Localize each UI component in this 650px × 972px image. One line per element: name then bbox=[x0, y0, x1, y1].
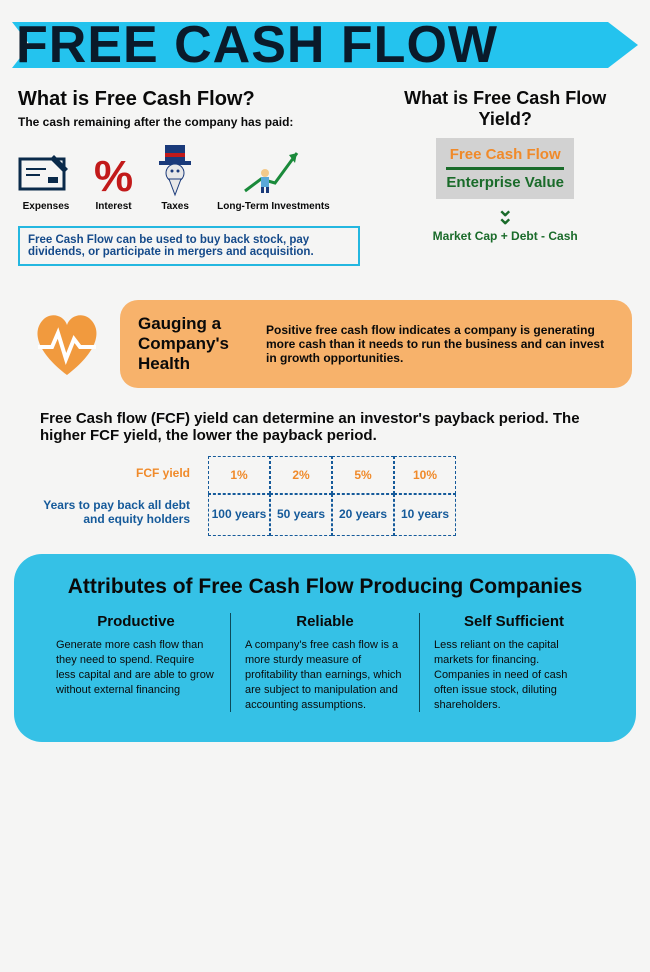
cell-yield: 1% bbox=[208, 456, 270, 494]
section-attributes: Attributes of Free Cash Flow Producing C… bbox=[14, 554, 636, 742]
section-payback: Free Cash flow (FCF) yield can determine… bbox=[40, 410, 620, 536]
attributes-heading: Attributes of Free Cash Flow Producing C… bbox=[42, 574, 608, 599]
fraction-line bbox=[446, 167, 564, 170]
percent-icon: % bbox=[94, 157, 133, 197]
cell-years: 50 years bbox=[270, 494, 332, 536]
col-heading: Reliable bbox=[245, 613, 405, 630]
check-icon bbox=[18, 151, 74, 197]
payback-table: FCF yield Years to pay back all debt and… bbox=[40, 456, 620, 536]
growth-icon bbox=[241, 143, 305, 197]
col-self-sufficient: Self Sufficient Less reliant on the capi… bbox=[419, 613, 608, 712]
enterprise-value-formula: Market Cap + Debt - Cash bbox=[378, 229, 632, 243]
title-banner: FREE CASH FLOW bbox=[12, 18, 638, 72]
cell-years: 10 years bbox=[394, 494, 456, 536]
table-grid: 1% 2% 5% 10% 100 years 50 years 20 years… bbox=[208, 456, 456, 536]
subheading: The cash remaining after the company has… bbox=[18, 115, 360, 129]
uncle-sam-icon bbox=[153, 143, 197, 197]
heading-yield: What is Free Cash Flow Yield? bbox=[378, 88, 632, 130]
icon-expenses: Expenses bbox=[18, 151, 74, 212]
cell-yield: 2% bbox=[270, 456, 332, 494]
col-heading: Productive bbox=[56, 613, 216, 630]
row-label-yield: FCF yield bbox=[40, 466, 190, 480]
icons-row: Expenses % Interest Taxes bbox=[18, 143, 360, 212]
icon-interest: % Interest bbox=[94, 157, 133, 212]
cell-yield: 10% bbox=[394, 456, 456, 494]
row-label-years: Years to pay back all debt and equity ho… bbox=[40, 498, 190, 526]
callout-box: Free Cash Flow can be used to buy back s… bbox=[18, 226, 360, 266]
payback-heading: Free Cash flow (FCF) yield can determine… bbox=[40, 410, 620, 444]
section-health: Gauging a Company's Health Positive free… bbox=[28, 300, 632, 388]
cell-years: 20 years bbox=[332, 494, 394, 536]
arrow-down-icon: ⌄⌄ bbox=[378, 203, 632, 225]
heading-what-is-fcf: What is Free Cash Flow? bbox=[18, 88, 360, 111]
health-title: Gauging a Company's Health bbox=[138, 314, 248, 374]
col-desc: Less reliant on the capital markets for … bbox=[434, 638, 594, 712]
col-reliable: Reliable A company's free cash flow is a… bbox=[230, 613, 419, 712]
section-yield: What is Free Cash Flow Yield? Free Cash … bbox=[378, 88, 632, 266]
table-row-labels: FCF yield Years to pay back all debt and… bbox=[40, 466, 190, 526]
icon-label: Expenses bbox=[23, 201, 70, 212]
fraction-numerator: Free Cash Flow bbox=[446, 144, 564, 165]
section-left: What is Free Cash Flow? The cash remaini… bbox=[18, 88, 360, 266]
icon-label: Taxes bbox=[161, 201, 189, 212]
heart-pulse-icon bbox=[28, 309, 106, 379]
attributes-columns: Productive Generate more cash flow than … bbox=[42, 613, 608, 712]
cell-years: 100 years bbox=[208, 494, 270, 536]
icon-label: Interest bbox=[96, 201, 132, 212]
cell-yield: 5% bbox=[332, 456, 394, 494]
fraction-box: Free Cash Flow Enterprise Value bbox=[436, 138, 574, 199]
icon-investments: Long-Term Investments bbox=[217, 143, 330, 212]
page-title: FREE CASH FLOW bbox=[12, 18, 638, 72]
col-desc: Generate more cash flow than they need t… bbox=[56, 638, 216, 697]
col-heading: Self Sufficient bbox=[434, 613, 594, 630]
col-productive: Productive Generate more cash flow than … bbox=[42, 613, 230, 712]
health-desc: Positive free cash flow indicates a comp… bbox=[266, 323, 614, 365]
icon-taxes: Taxes bbox=[153, 143, 197, 212]
fraction-denominator: Enterprise Value bbox=[446, 172, 564, 193]
section-what-is-fcf: What is Free Cash Flow? The cash remaini… bbox=[18, 88, 632, 266]
col-desc: A company's free cash flow is a more stu… bbox=[245, 638, 405, 712]
health-banner: Gauging a Company's Health Positive free… bbox=[120, 300, 632, 388]
icon-label: Long-Term Investments bbox=[217, 201, 330, 212]
